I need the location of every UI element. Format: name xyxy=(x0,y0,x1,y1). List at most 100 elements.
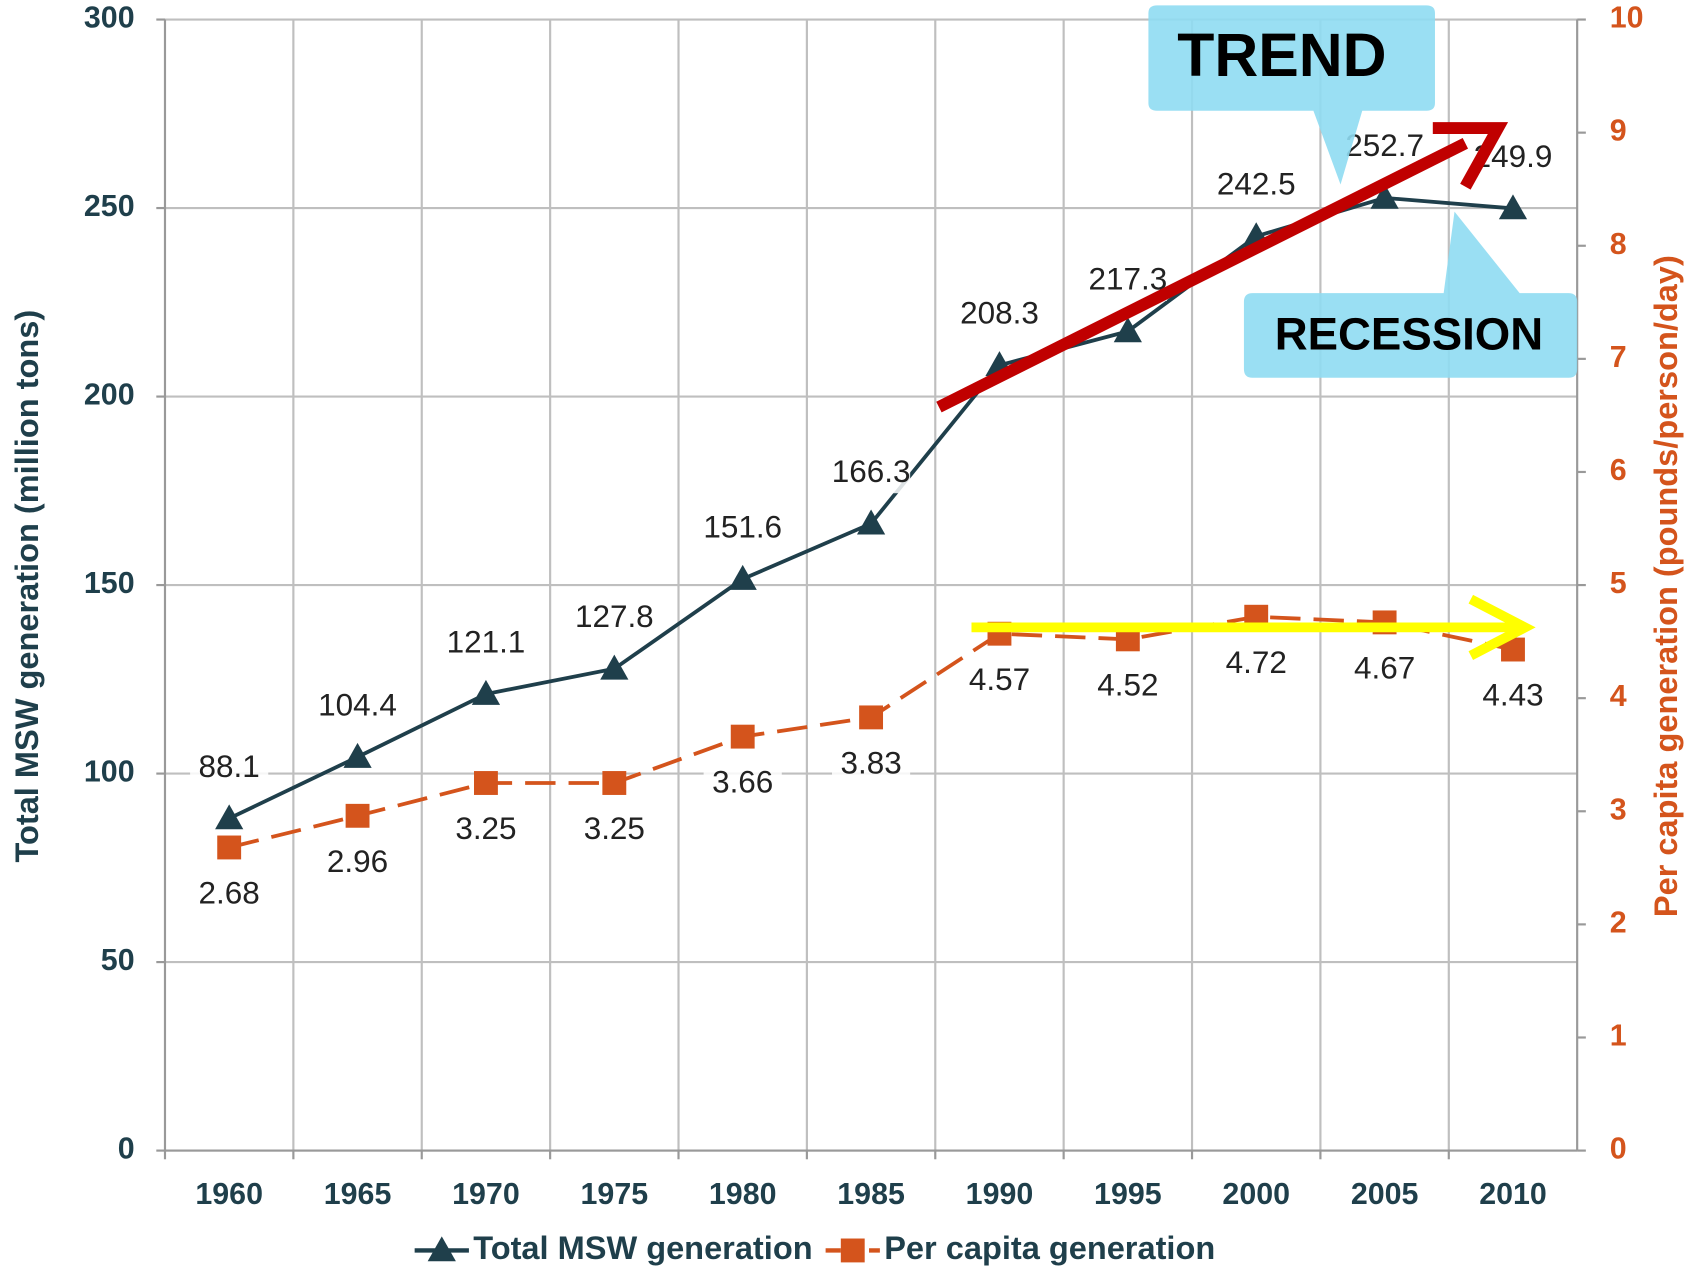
trend-label: TREND xyxy=(1177,21,1386,89)
y-axis-label: Total MSW generation (million tons) xyxy=(9,310,45,863)
y2-tick-label: 10 xyxy=(1610,1,1644,35)
label-bg xyxy=(832,745,911,785)
data-label: 3.83 xyxy=(840,745,901,780)
point xyxy=(1498,194,1528,220)
point xyxy=(602,771,627,795)
label-bg xyxy=(1345,650,1424,690)
data-label: 3.25 xyxy=(584,811,645,846)
point xyxy=(600,654,629,680)
point xyxy=(856,509,886,535)
data-label: 88.1 xyxy=(199,749,260,784)
point xyxy=(343,742,372,768)
label-bg xyxy=(1473,677,1553,717)
y-tick-label: 300 xyxy=(84,1,135,35)
x-tick-label: 2000 xyxy=(1222,1177,1290,1211)
flat-arrowhead xyxy=(1468,594,1536,660)
data-label: 127.8 xyxy=(575,599,654,634)
x-tick-label: 1960 xyxy=(195,1177,263,1211)
data-label: 121.1 xyxy=(447,624,526,659)
y2-tick-label: 5 xyxy=(1610,566,1627,600)
x-tick-label: 1985 xyxy=(837,1177,905,1211)
data-label: 4.57 xyxy=(969,662,1030,697)
point xyxy=(1113,317,1142,343)
y2-tick-label: 1 xyxy=(1610,1019,1627,1053)
recession-callout xyxy=(1243,211,1578,378)
data-label: 4.72 xyxy=(1226,645,1287,680)
label-bg xyxy=(703,509,782,549)
legend-label: Total MSW generation xyxy=(473,1230,812,1266)
point xyxy=(427,1236,456,1262)
data-label: 2.68 xyxy=(199,876,260,911)
y2-tick-label: 9 xyxy=(1610,114,1627,148)
label-bg xyxy=(1345,128,1424,168)
point xyxy=(345,803,370,828)
y2-tick-label: 4 xyxy=(1610,679,1627,713)
y2-tick-label: 8 xyxy=(1610,227,1627,261)
point xyxy=(215,804,244,830)
data-label: 242.5 xyxy=(1217,167,1296,202)
plot: 0 50 100 150 200 250 300 0 1 2 3 4 5 6 7 8 9 10 1960 1965 19… xyxy=(84,1,1644,1266)
data-label: 208.3 xyxy=(960,296,1039,331)
annotations: TREND RECESSION xyxy=(936,5,1578,660)
legend: Total MSW generation Per capita generatio… xyxy=(414,1230,1215,1266)
data-label: 104.4 xyxy=(318,687,397,722)
data-label: 2.96 xyxy=(327,844,388,879)
y-tick-label: 250 xyxy=(84,189,135,223)
label-bg xyxy=(575,599,654,639)
y-tick-label: 150 xyxy=(84,566,135,600)
y2-tick-label: 3 xyxy=(1610,792,1627,826)
point xyxy=(728,564,757,590)
label-bg xyxy=(703,764,782,804)
point xyxy=(730,724,755,749)
label-bg xyxy=(1217,644,1296,685)
point xyxy=(1370,183,1399,209)
data-label: 166.3 xyxy=(832,454,911,489)
y2-tick-label: 2 xyxy=(1610,905,1627,939)
label-bg xyxy=(190,748,269,789)
label-bg xyxy=(318,687,397,727)
label-bg xyxy=(190,875,269,915)
x-tick-label: 1970 xyxy=(452,1177,520,1211)
data-label: 4.67 xyxy=(1354,650,1415,685)
x-tick-label: 1965 xyxy=(324,1177,392,1211)
data-label: 252.7 xyxy=(1345,128,1424,163)
x-tick-label: 1990 xyxy=(966,1177,1034,1211)
point xyxy=(471,679,501,705)
legend-label: Per capita generation xyxy=(884,1230,1215,1266)
y-tick-label: 0 xyxy=(118,1132,135,1166)
x-tick-label: 1975 xyxy=(581,1177,649,1211)
x-tick-label: 1980 xyxy=(709,1177,777,1211)
trend-arrowhead xyxy=(1432,122,1509,190)
y-tick-label: 50 xyxy=(101,943,135,977)
y2-tick-label: 0 xyxy=(1610,1132,1627,1166)
label-bg xyxy=(1088,667,1167,707)
point xyxy=(217,835,242,860)
x-tick-label: 2005 xyxy=(1351,1177,1419,1211)
label-bg xyxy=(960,295,1039,335)
point xyxy=(1115,627,1140,652)
y-tick-label: 200 xyxy=(84,378,135,412)
recession-label: RECESSION xyxy=(1275,309,1543,360)
label-bg xyxy=(446,811,526,851)
point xyxy=(859,705,884,730)
point xyxy=(1501,637,1525,662)
data-label: 3.25 xyxy=(455,811,516,846)
data-label: 3.66 xyxy=(712,765,773,800)
point xyxy=(840,1238,865,1263)
label-bg xyxy=(318,844,397,884)
trend-arrow xyxy=(936,137,1469,413)
y2-tick-label: 6 xyxy=(1610,453,1627,487)
label-bg xyxy=(832,454,911,494)
x-tick-label: 2010 xyxy=(1479,1177,1547,1211)
data-label: 217.3 xyxy=(1088,262,1167,297)
data-label: 4.43 xyxy=(1482,678,1543,713)
label-bg xyxy=(960,661,1039,702)
trend-callout xyxy=(1148,5,1435,185)
data-label: 151.6 xyxy=(703,509,782,544)
label-bg xyxy=(1217,166,1296,206)
x-tick-label: 1995 xyxy=(1094,1177,1162,1211)
label-bg xyxy=(575,811,654,851)
y2-axis-label: Per capita generation (pounds/person/day… xyxy=(1648,255,1684,917)
y-tick-label: 100 xyxy=(84,755,135,789)
